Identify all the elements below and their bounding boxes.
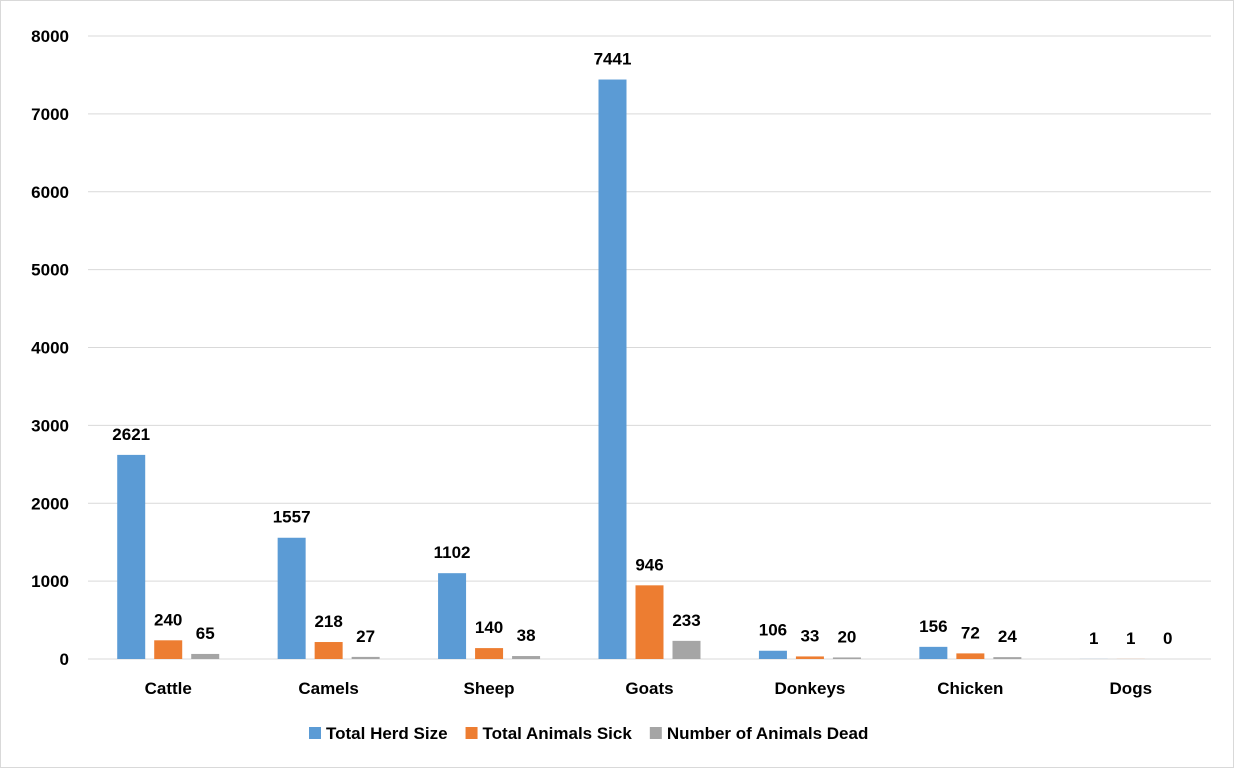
x-tick-label: Chicken [937, 679, 1003, 698]
bar-value-label: 2621 [112, 425, 150, 444]
y-tick-label: 4000 [31, 339, 69, 358]
bar [795, 656, 824, 659]
bar-value-label: 156 [919, 617, 947, 636]
bar-value-label: 20 [837, 627, 856, 646]
bar-value-label: 0 [1163, 629, 1172, 648]
bar-value-label: 140 [475, 618, 503, 637]
bar [919, 646, 948, 659]
bar-value-label: 7441 [594, 50, 632, 69]
bar [117, 454, 146, 659]
y-tick-label: 8000 [31, 27, 69, 46]
bar-value-label: 65 [196, 624, 215, 643]
legend-label: Total Herd Size [326, 724, 448, 743]
bar [512, 656, 541, 659]
bar-value-label: 1 [1126, 629, 1135, 648]
legend-swatch [465, 727, 478, 739]
x-tick-label: Donkeys [774, 679, 845, 698]
bar-value-label: 1557 [273, 508, 311, 527]
bar [475, 648, 504, 659]
bar-value-label: 1102 [434, 543, 471, 562]
y-axis: 0 1000 2000 3000 4000 5000 6000 7000 8000 [31, 27, 69, 669]
x-tick-label: Dogs [1110, 679, 1153, 698]
bar [993, 657, 1022, 659]
bar [351, 656, 380, 659]
bar-value-label: 106 [759, 621, 787, 640]
y-tick-label: 2000 [31, 494, 69, 513]
y-tick-label: 0 [60, 650, 69, 669]
bar [438, 573, 467, 659]
bars [117, 79, 1145, 660]
bar [277, 537, 306, 659]
bar-value-label: 218 [314, 612, 342, 631]
bar [154, 640, 183, 659]
y-tick-label: 3000 [31, 416, 69, 435]
gridlines [88, 35, 1211, 660]
x-axis: Cattle Camels Sheep Goats Donkeys Chicken Dogs [145, 679, 1152, 698]
bar [314, 642, 343, 659]
legend-label: Number of Animals Dead [667, 724, 869, 743]
x-tick-label: Cattle [145, 679, 192, 698]
y-tick-label: 5000 [31, 261, 69, 280]
bar-value-label: 946 [635, 555, 663, 574]
bar-value-label: 24 [998, 627, 1017, 646]
bar-value-label: 1 [1089, 629, 1098, 648]
bar-value-label: 27 [356, 627, 375, 646]
bar-value-label: 72 [961, 623, 980, 642]
bar [832, 657, 861, 659]
bar [956, 653, 985, 659]
y-tick-label: 1000 [31, 572, 69, 591]
x-tick-label: Camels [298, 679, 358, 698]
bar [191, 653, 220, 659]
legend-swatch [309, 727, 321, 739]
legend-swatch [649, 727, 662, 739]
x-tick-label: Goats [625, 679, 673, 698]
x-tick-label: Sheep [464, 679, 515, 698]
bar-value-label: 33 [800, 626, 819, 645]
bar-value-label: 240 [154, 610, 182, 629]
bar [635, 585, 664, 659]
legend-label: Total Animals Sick [483, 724, 633, 743]
bar [672, 640, 701, 659]
bar [598, 79, 627, 660]
bar-value-label: 233 [672, 611, 700, 630]
bar-value-label: 38 [517, 626, 536, 645]
legend: Total Herd Size Total Animals Sick Number … [309, 724, 868, 743]
y-tick-label: 7000 [31, 105, 69, 124]
y-tick-label: 6000 [31, 183, 69, 202]
bar [758, 650, 787, 659]
